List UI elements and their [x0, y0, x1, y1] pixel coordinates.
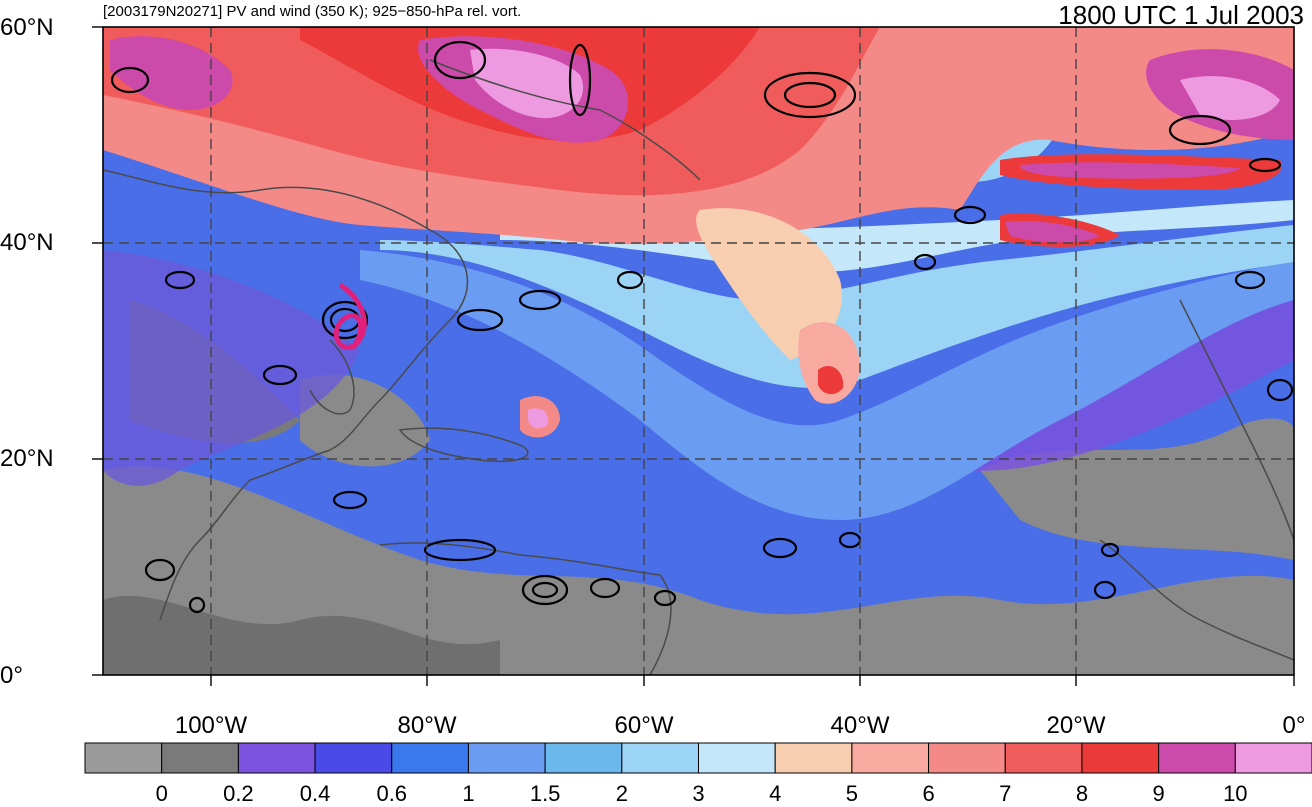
colorbar-tick-label: 1 [462, 781, 475, 806]
coastlines [103, 59, 1294, 675]
colorbar-tick-label: 0.2 [223, 781, 254, 806]
lon-label-80w: 80°W [397, 712, 457, 739]
colorbar-swatch [851, 742, 930, 774]
lon-label-40w: 40°W [830, 712, 890, 739]
lon-label-0: 0° [1282, 712, 1306, 739]
colorbar-swatch [314, 742, 393, 774]
colorbar-tick-label: 7 [999, 781, 1012, 806]
storm-marker [333, 282, 367, 350]
colorbar-tick-label: 0.6 [376, 781, 408, 806]
gridlines [103, 27, 1294, 675]
colorbar-swatch [1004, 742, 1083, 774]
colorbar-tick-label: 0 [155, 781, 168, 806]
lat-label-20n: 20°N [0, 445, 54, 472]
colorbar-tick-label: 3 [692, 781, 705, 806]
lon-label-100w: 100°W [174, 712, 248, 739]
colorbar-tick-label: 1.5 [529, 781, 561, 806]
colorbar-tick-label: 9 [1152, 781, 1165, 806]
axis-ticks [92, 26, 1295, 686]
lat-label-60n: 60°N [0, 14, 54, 41]
colorbar-tick-label: 8 [1075, 781, 1089, 806]
lat-label-0: 0° [0, 662, 23, 689]
colorbar-swatch [1081, 742, 1160, 774]
colorbar-swatch [161, 742, 239, 774]
colorbar-swatch [1158, 742, 1236, 774]
colorbar-tick-label: 4 [769, 781, 782, 806]
colorbar-tick-label: 0.4 [299, 781, 331, 806]
lon-label-20w: 20°W [1046, 712, 1106, 739]
pv-field [103, 27, 1294, 675]
map-frame [102, 26, 1295, 676]
lat-label-40n: 40°N [0, 229, 54, 256]
colorbar-tick-label: 5 [845, 781, 858, 806]
colorbar-swatch [928, 742, 1006, 774]
colorbar-swatch [391, 742, 469, 774]
plot-title-right: 1800 UTC 1 Jul 2003 [1058, 0, 1304, 30]
colorbar [84, 742, 1312, 774]
colorbar-swatch [621, 742, 699, 774]
plot-title-left: [2003179N20271] PV and wind (350 K); 925… [103, 3, 522, 20]
lon-label-60w: 60°W [614, 712, 674, 739]
colorbar-swatch [1234, 742, 1312, 774]
colorbar-swatch [84, 742, 163, 774]
colorbar-swatch [544, 742, 623, 774]
colorbar-tick-label: 10 [1223, 781, 1248, 806]
colorbar-swatch [774, 742, 853, 774]
vorticity-contours [110, 40, 1294, 614]
colorbar-swatch [467, 742, 546, 774]
colorbar-tick-label: 2 [615, 781, 628, 806]
colorbar-swatch [237, 742, 316, 774]
colorbar-swatch [698, 742, 776, 774]
colorbar-tick-label: 6 [922, 781, 935, 806]
